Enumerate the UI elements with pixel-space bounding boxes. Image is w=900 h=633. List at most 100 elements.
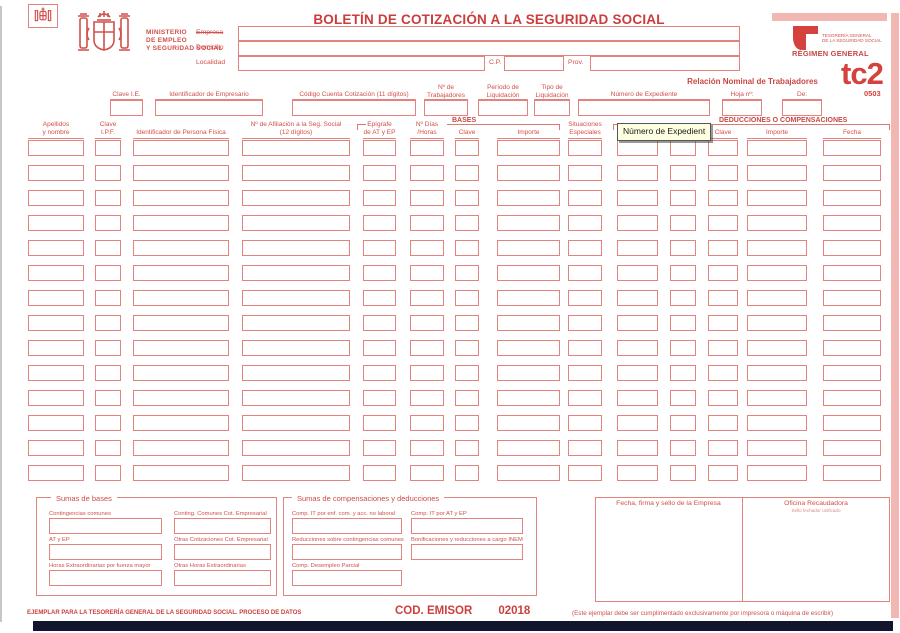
prov-field[interactable] [590, 56, 740, 71]
table-cell[interactable] [708, 240, 738, 256]
table-cell[interactable] [242, 290, 350, 306]
table-cell[interactable] [363, 215, 396, 231]
table-cell[interactable] [410, 415, 444, 431]
table-cell[interactable] [568, 140, 602, 156]
table-cell[interactable] [410, 290, 444, 306]
table-cell[interactable] [95, 440, 121, 456]
header-field-box[interactable] [782, 100, 822, 116]
table-cell[interactable] [708, 165, 738, 181]
table-cell[interactable] [708, 265, 738, 281]
table-cell[interactable] [410, 240, 444, 256]
sum-field-box[interactable] [174, 518, 271, 534]
table-cell[interactable] [28, 315, 84, 331]
table-cell[interactable] [670, 265, 696, 281]
table-cell[interactable] [670, 365, 696, 381]
table-cell[interactable] [455, 190, 479, 206]
table-cell[interactable] [617, 465, 658, 481]
table-cell[interactable] [823, 215, 881, 231]
table-cell[interactable] [363, 190, 396, 206]
table-cell[interactable] [242, 415, 350, 431]
table-cell[interactable] [455, 165, 479, 181]
table-cell[interactable] [708, 140, 738, 156]
table-cell[interactable] [747, 140, 807, 156]
sum-field-box[interactable] [292, 518, 402, 534]
table-cell[interactable] [823, 190, 881, 206]
table-cell[interactable] [747, 340, 807, 356]
table-cell[interactable] [133, 340, 229, 356]
table-cell[interactable] [617, 440, 658, 456]
table-cell[interactable] [363, 340, 396, 356]
table-cell[interactable] [617, 365, 658, 381]
sum-field-box[interactable] [411, 544, 523, 560]
table-cell[interactable] [242, 240, 350, 256]
table-cell[interactable] [497, 265, 560, 281]
table-cell[interactable] [455, 365, 479, 381]
table-cell[interactable] [497, 365, 560, 381]
sum-field-box[interactable] [49, 518, 162, 534]
table-cell[interactable] [95, 415, 121, 431]
table-cell[interactable] [363, 140, 396, 156]
table-cell[interactable] [670, 340, 696, 356]
table-cell[interactable] [242, 465, 350, 481]
table-cell[interactable] [497, 215, 560, 231]
table-cell[interactable] [617, 290, 658, 306]
table-cell[interactable] [617, 190, 658, 206]
table-cell[interactable] [28, 365, 84, 381]
table-cell[interactable] [455, 340, 479, 356]
table-cell[interactable] [95, 465, 121, 481]
header-field-box[interactable] [155, 100, 263, 116]
table-cell[interactable] [568, 315, 602, 331]
table-cell[interactable] [568, 415, 602, 431]
table-cell[interactable] [823, 315, 881, 331]
table-cell[interactable] [670, 140, 696, 156]
table-cell[interactable] [410, 265, 444, 281]
table-cell[interactable] [455, 215, 479, 231]
table-cell[interactable] [133, 315, 229, 331]
table-cell[interactable] [28, 165, 84, 181]
table-cell[interactable] [242, 215, 350, 231]
table-cell[interactable] [363, 290, 396, 306]
table-cell[interactable] [363, 265, 396, 281]
table-cell[interactable] [95, 365, 121, 381]
table-cell[interactable] [617, 215, 658, 231]
table-cell[interactable] [133, 290, 229, 306]
table-cell[interactable] [670, 290, 696, 306]
table-cell[interactable] [363, 390, 396, 406]
table-cell[interactable] [617, 340, 658, 356]
table-cell[interactable] [823, 415, 881, 431]
table-cell[interactable] [95, 340, 121, 356]
table-cell[interactable] [242, 315, 350, 331]
table-cell[interactable] [670, 315, 696, 331]
table-cell[interactable] [568, 265, 602, 281]
table-cell[interactable] [28, 465, 84, 481]
table-cell[interactable] [28, 390, 84, 406]
table-cell[interactable] [95, 315, 121, 331]
header-field-box[interactable] [110, 100, 143, 116]
table-cell[interactable] [497, 465, 560, 481]
table-cell[interactable] [747, 265, 807, 281]
table-cell[interactable] [747, 315, 807, 331]
table-cell[interactable] [617, 265, 658, 281]
table-cell[interactable] [568, 165, 602, 181]
table-cell[interactable] [497, 415, 560, 431]
table-cell[interactable] [708, 290, 738, 306]
sum-field-box[interactable] [174, 544, 271, 560]
table-cell[interactable] [747, 365, 807, 381]
table-cell[interactable] [242, 140, 350, 156]
table-cell[interactable] [133, 240, 229, 256]
table-cell[interactable] [708, 415, 738, 431]
cp-field[interactable] [504, 56, 564, 71]
table-cell[interactable] [455, 315, 479, 331]
header-field-box[interactable] [478, 100, 528, 116]
table-cell[interactable] [410, 365, 444, 381]
table-cell[interactable] [670, 165, 696, 181]
table-cell[interactable] [568, 465, 602, 481]
table-cell[interactable] [708, 215, 738, 231]
table-cell[interactable] [95, 190, 121, 206]
table-cell[interactable] [747, 215, 807, 231]
table-cell[interactable] [133, 465, 229, 481]
table-cell[interactable] [242, 265, 350, 281]
table-cell[interactable] [747, 290, 807, 306]
table-cell[interactable] [747, 165, 807, 181]
table-cell[interactable] [708, 340, 738, 356]
